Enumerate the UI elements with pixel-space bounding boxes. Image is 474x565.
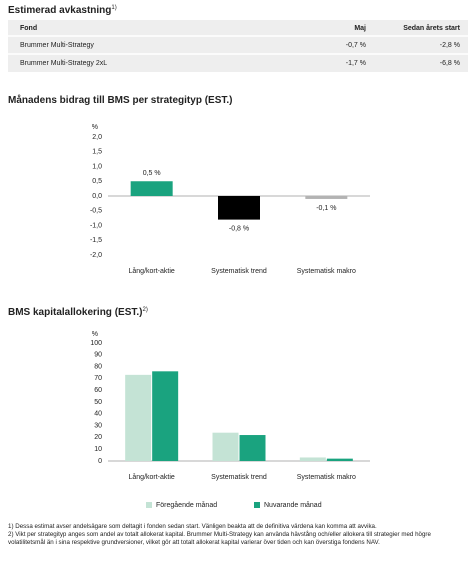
x-tick-label: Systematisk makro: [297, 268, 356, 275]
x-tick-label: Systematisk makro: [297, 474, 356, 481]
bar: [239, 435, 266, 461]
y-tick-label: -1,5: [90, 237, 102, 244]
y-tick-label: 1,0: [92, 163, 102, 170]
table-header: Sedan årets start: [403, 24, 460, 32]
y-tick-label: -0,5: [90, 208, 102, 215]
bar: [130, 181, 173, 196]
y-tick-label: 70: [94, 375, 102, 382]
table-bg: [8, 20, 468, 72]
data-label: -0,8 %: [229, 225, 249, 232]
data-label: 0,5 %: [143, 170, 161, 177]
y-tick-label: 90: [94, 352, 102, 359]
data-label: -0,1 %: [316, 205, 336, 212]
section-title: Estimerad avkastning1): [8, 5, 117, 16]
x-tick-label: Systematisk trend: [211, 268, 267, 275]
table-cell: Brummer Multi-Strategy 2xL: [20, 60, 107, 67]
y-tick-label: -2,0: [90, 252, 102, 259]
x-tick-label: Lång/kort-aktie: [129, 267, 175, 275]
title-text: Estimerad avkastning: [8, 5, 111, 16]
x-tick-label: Systematisk trend: [211, 474, 267, 481]
y-axis-label: %: [92, 124, 98, 131]
y-tick-label: 60: [94, 387, 102, 394]
document: Estimerad avkastning1) Fond Maj Sedan året…: [8, 5, 468, 509]
y-tick-label: 80: [94, 363, 102, 370]
bar: [305, 196, 348, 199]
y-tick-label: 20: [94, 434, 102, 441]
y-tick-label: 40: [94, 411, 102, 418]
y-tick-label: 30: [94, 422, 102, 429]
footnote: 2) Vikt per strategityp anges som andel …: [8, 531, 431, 546]
legend-label: Föregående månad: [156, 501, 217, 509]
chart-title-text: Månadens bidrag till BMS per strategityp…: [8, 94, 232, 106]
chart-title: Månadens bidrag till BMS per strategityp…: [8, 94, 232, 106]
bar: [326, 458, 353, 461]
y-tick-label: 50: [94, 399, 102, 406]
chart-title: BMS kapitalallokering (EST.)2): [8, 307, 148, 318]
legend-swatch: [254, 502, 260, 508]
footnote: 1) Dessa estimat avser andelsägare som d…: [8, 523, 377, 530]
chart-title-text: BMS kapitalallokering (EST.): [8, 307, 142, 318]
y-tick-label: 1,5: [92, 149, 102, 156]
table-cell: -0,7 %: [346, 42, 366, 49]
title-note: 1): [111, 5, 116, 11]
y-tick-label: 0,5: [92, 178, 102, 185]
table-cell: Brummer Multi-Strategy: [20, 42, 94, 49]
y-tick-label: 2,0: [92, 134, 102, 141]
y-axis-label: %: [92, 331, 98, 338]
y-tick-label: 0: [98, 458, 102, 465]
bar: [218, 196, 260, 220]
y-tick-label: 10: [94, 446, 102, 453]
table-header: Maj: [354, 25, 366, 32]
x-tick-label: Lång/kort-aktie: [129, 473, 175, 481]
y-tick-label: -1,0: [90, 222, 102, 229]
bar: [152, 371, 179, 461]
bar: [125, 374, 152, 461]
table-cell: -2,8 %: [440, 42, 460, 49]
table-cell: -6,8 %: [440, 60, 460, 67]
footnotes: 1) Dessa estimat avser andelsägare som d…: [8, 523, 468, 547]
legend-swatch: [146, 502, 152, 508]
table-cell: -1,7 %: [346, 60, 366, 67]
y-tick-label: 0,0: [92, 193, 102, 200]
bar: [212, 432, 239, 461]
bar: [299, 457, 326, 461]
chart-title-note: 2): [142, 307, 147, 313]
table-header: Fond: [20, 25, 37, 32]
y-tick-label: 100: [90, 340, 102, 347]
legend-label: Nuvarande månad: [264, 501, 322, 509]
